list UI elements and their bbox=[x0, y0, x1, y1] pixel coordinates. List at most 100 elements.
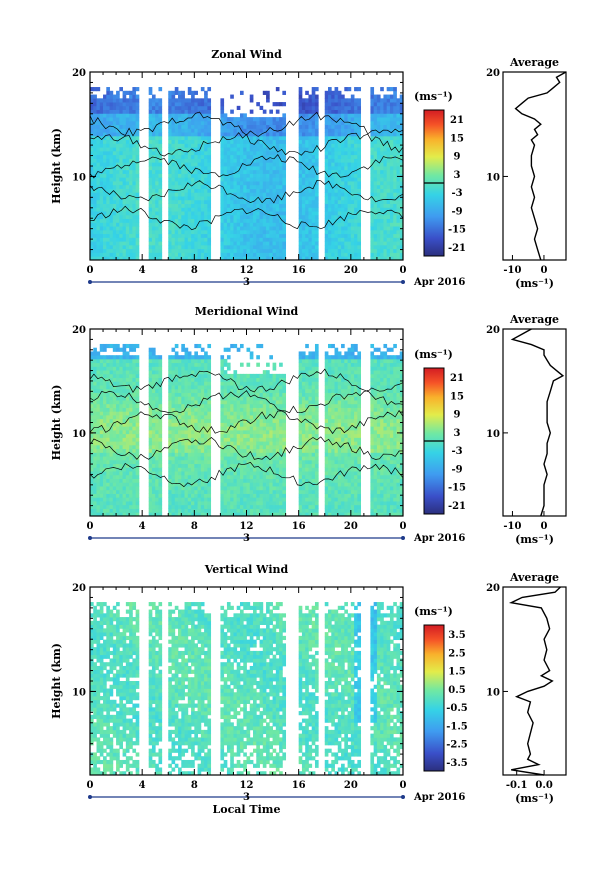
heatmap-cell bbox=[259, 124, 264, 129]
heatmap-cell bbox=[112, 154, 117, 159]
heatmap-cell bbox=[399, 248, 404, 253]
heatmap-cell bbox=[272, 248, 277, 253]
heatmap-cell bbox=[194, 366, 198, 371]
heatmap-cell bbox=[174, 105, 179, 110]
heatmap-cell bbox=[328, 139, 332, 144]
heatmap-cell bbox=[354, 188, 358, 193]
heatmap-cell bbox=[181, 199, 185, 204]
heatmap-cell bbox=[266, 211, 270, 216]
heatmap-cell bbox=[168, 437, 172, 442]
heatmap-cell bbox=[184, 214, 189, 220]
heatmap-cell bbox=[311, 139, 316, 144]
heatmap-cell bbox=[116, 211, 120, 216]
heatmap-cell bbox=[204, 252, 208, 257]
heatmap-cell bbox=[122, 471, 127, 476]
heatmap-cell bbox=[135, 474, 140, 479]
heatmap-cell bbox=[389, 244, 394, 250]
heatmap-cell bbox=[389, 207, 394, 212]
heatmap-cell bbox=[259, 184, 264, 189]
heatmap-cell bbox=[207, 169, 212, 174]
heatmap-cell bbox=[129, 411, 133, 416]
heatmap-cell bbox=[389, 214, 394, 220]
heatmap-cell bbox=[223, 177, 228, 182]
heatmap-cell bbox=[109, 396, 114, 401]
heatmap-cell bbox=[272, 256, 277, 261]
heatmap-cell bbox=[178, 471, 182, 476]
heatmap-cell bbox=[171, 392, 176, 397]
heatmap-cell bbox=[116, 135, 120, 141]
heatmap-cell bbox=[112, 248, 117, 253]
heatmap-cell bbox=[207, 154, 212, 159]
heatmap-cell bbox=[103, 248, 107, 253]
heatmap-cell bbox=[350, 102, 355, 107]
heatmap-cell bbox=[334, 248, 339, 253]
heatmap-cell bbox=[106, 392, 110, 397]
heatmap-cell bbox=[93, 203, 97, 208]
heatmap-cell bbox=[112, 158, 117, 163]
heatmap-cell bbox=[129, 218, 133, 223]
heatmap-cell bbox=[93, 166, 97, 171]
heatmap-cell bbox=[243, 147, 247, 152]
heatmap-cell bbox=[122, 147, 127, 152]
heatmap-cell bbox=[239, 117, 244, 122]
heatmap-cell bbox=[93, 482, 97, 487]
heatmap-cell bbox=[129, 154, 133, 159]
heatmap-cell bbox=[181, 166, 185, 171]
heatmap-cell bbox=[194, 471, 198, 476]
heatmap-cell bbox=[334, 128, 339, 133]
heatmap-cell bbox=[334, 135, 339, 141]
heatmap-cell bbox=[311, 252, 316, 257]
heatmap-cell bbox=[109, 233, 114, 238]
heatmap-cell bbox=[207, 177, 212, 182]
heatmap-cell bbox=[389, 128, 394, 133]
heatmap-cell bbox=[155, 456, 159, 461]
heatmap-cell bbox=[341, 226, 345, 231]
heatmap-cell bbox=[129, 444, 133, 450]
heatmap-cell bbox=[200, 407, 205, 412]
heatmap-cell bbox=[178, 177, 182, 182]
heatmap-cell bbox=[236, 139, 241, 144]
heatmap-cell bbox=[122, 362, 127, 367]
heatmap-cell bbox=[246, 154, 251, 159]
heatmap-cell bbox=[174, 117, 179, 122]
heatmap-cell bbox=[93, 87, 97, 92]
heatmap-cell bbox=[99, 177, 104, 182]
heatmap-cell bbox=[253, 233, 257, 238]
heatmap-cell bbox=[311, 124, 316, 129]
heatmap-cell bbox=[204, 196, 208, 201]
heatmap-cell bbox=[204, 199, 208, 204]
heatmap-cell bbox=[236, 248, 241, 253]
heatmap-cell bbox=[106, 482, 110, 487]
heatmap-cell bbox=[135, 120, 140, 126]
heatmap-cell bbox=[184, 358, 189, 364]
heatmap-cell bbox=[132, 192, 137, 197]
heatmap-cell bbox=[171, 233, 176, 238]
heatmap-cell bbox=[135, 211, 140, 216]
heatmap-cell bbox=[181, 109, 185, 114]
heatmap-cell bbox=[116, 392, 120, 397]
heatmap-cell bbox=[197, 128, 202, 133]
heatmap-cell bbox=[93, 426, 97, 431]
heatmap-cell bbox=[184, 192, 189, 197]
heatmap-cell bbox=[324, 218, 329, 223]
heatmap-cell bbox=[298, 120, 303, 126]
heatmap-cell bbox=[275, 184, 280, 189]
heatmap-cell bbox=[311, 135, 316, 141]
heatmap-cell bbox=[194, 162, 198, 167]
heatmap-cell bbox=[357, 218, 362, 223]
heatmap-cell bbox=[168, 102, 172, 107]
heatmap-cell bbox=[380, 169, 384, 174]
heatmap-cell bbox=[93, 388, 97, 393]
heatmap-cell bbox=[90, 373, 94, 379]
heatmap-cell bbox=[324, 135, 329, 141]
heatmap-cell bbox=[181, 385, 185, 390]
heatmap-cell bbox=[269, 214, 273, 220]
heatmap-cell bbox=[103, 478, 107, 483]
heatmap-cell bbox=[328, 196, 332, 201]
heatmap-cell bbox=[135, 501, 140, 506]
heatmap-cell bbox=[393, 139, 397, 144]
heatmap-cell bbox=[305, 173, 309, 178]
heatmap-cell bbox=[373, 184, 378, 189]
heatmap-cell bbox=[350, 226, 355, 231]
heatmap-cell bbox=[174, 196, 179, 201]
